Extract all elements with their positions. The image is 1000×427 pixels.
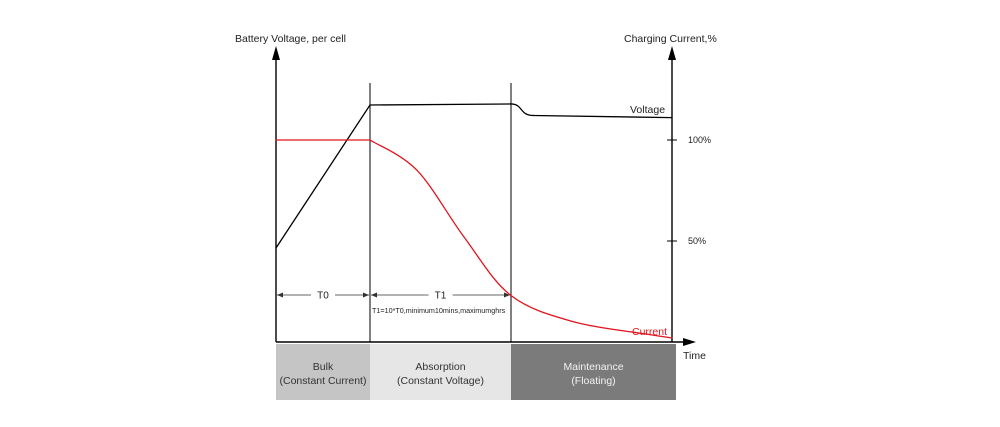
phase-sublabel: (Floating) bbox=[571, 375, 615, 387]
voltage-point bbox=[510, 103, 512, 105]
phase-maintenance bbox=[511, 344, 676, 400]
y-left-title: Battery Voltage, per cell bbox=[235, 33, 346, 45]
voltage-point bbox=[275, 247, 277, 249]
phase-sublabel: (Constant Current) bbox=[280, 375, 367, 387]
voltage-point bbox=[369, 104, 371, 106]
y-right-title: Charging Current,% bbox=[624, 33, 717, 45]
interval-arrow-icon bbox=[277, 292, 283, 298]
series-lines bbox=[275, 103, 673, 339]
current-point bbox=[644, 333, 646, 335]
current-point bbox=[416, 169, 418, 171]
chart-labels: Battery Voltage, per cell Charging Curren… bbox=[235, 33, 717, 362]
interval-note: T1=10*T0,minimum10mins,maximumghrs bbox=[372, 306, 506, 315]
current-point bbox=[463, 236, 465, 238]
left-axis-arrow-icon bbox=[272, 46, 280, 60]
x-axis-arrow-icon bbox=[683, 338, 696, 346]
interval-arrow-icon bbox=[504, 292, 510, 298]
axes: 100% 50% bbox=[272, 46, 711, 346]
phase-absorption bbox=[370, 344, 511, 400]
phase-bar: Bulk (Constant Current) Absorption (Constan… bbox=[276, 344, 676, 400]
interval-label: T0 bbox=[317, 291, 329, 302]
interval-arrow-icon bbox=[371, 292, 377, 298]
x-axis-title: Time bbox=[683, 350, 706, 362]
phase-label: Maintenance bbox=[563, 361, 623, 373]
phase-label: Bulk bbox=[313, 361, 334, 373]
current-point bbox=[275, 139, 277, 141]
phase-label: Absorption bbox=[415, 361, 465, 373]
voltage-point bbox=[671, 117, 673, 119]
right-tick-label: 100% bbox=[688, 135, 711, 145]
series-voltage-label: Voltage bbox=[630, 104, 665, 116]
voltage-point bbox=[532, 114, 534, 117]
right-axis-arrow-icon bbox=[668, 46, 676, 60]
phase-sublabel: (Constant Voltage) bbox=[397, 375, 484, 387]
interval-label: T1 bbox=[435, 291, 447, 302]
current-point bbox=[369, 139, 371, 141]
interval-arrow-icon bbox=[363, 292, 369, 298]
current-point bbox=[573, 321, 575, 323]
current-point bbox=[510, 294, 512, 297]
interval-markers: T0 T1 T1=10*T0,minimum10mins,maximumghrs bbox=[277, 291, 510, 315]
phase-bulk bbox=[276, 344, 370, 400]
right-tick-label: 50% bbox=[688, 236, 706, 246]
series-voltage-line bbox=[275, 103, 673, 249]
current-point bbox=[671, 337, 673, 339]
series-current-label: Current bbox=[632, 326, 667, 338]
